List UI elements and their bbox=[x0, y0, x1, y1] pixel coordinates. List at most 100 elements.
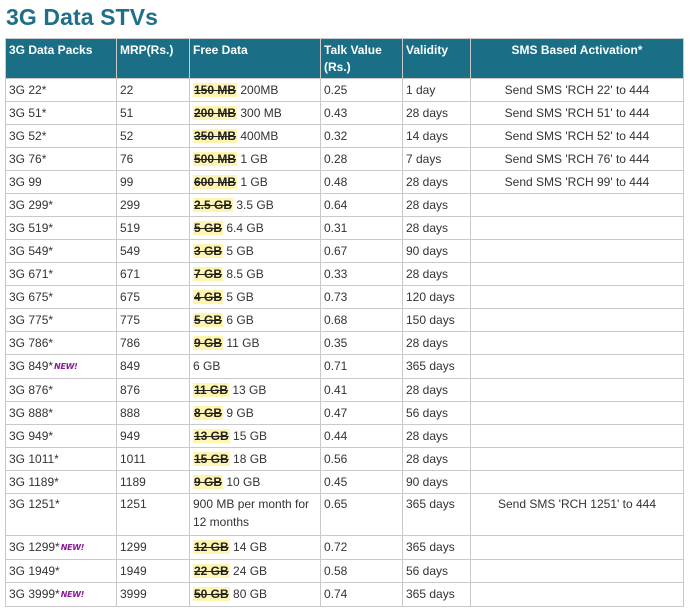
new-data: 5 GB bbox=[226, 290, 254, 304]
new-data: 15 GB bbox=[233, 429, 268, 443]
cell-mrp: 1299 bbox=[116, 535, 190, 560]
cell-pack: 3G 888* bbox=[5, 401, 117, 425]
cell-free-data: 200 MB 300 MB bbox=[189, 101, 321, 125]
pack-name: 3G 775* bbox=[9, 313, 54, 327]
new-data: 8.5 GB bbox=[226, 267, 264, 281]
pack-name: 3G 99 bbox=[9, 175, 42, 189]
old-data-strikethrough: 4 GB bbox=[193, 290, 224, 304]
cell-mrp: 1251 bbox=[116, 493, 190, 536]
cell-validity: 28 days bbox=[402, 331, 471, 355]
pack-name: 3G 3999* bbox=[9, 587, 60, 601]
pack-name: 3G 786* bbox=[9, 336, 54, 350]
old-data-strikethrough: 150 MB bbox=[193, 83, 238, 97]
cell-mrp: 51 bbox=[116, 101, 190, 125]
cell-pack: 3G 549* bbox=[5, 239, 117, 263]
cell-validity: 120 days bbox=[402, 285, 471, 309]
cell-validity: 28 days bbox=[402, 170, 471, 194]
cell-validity: 90 days bbox=[402, 470, 471, 494]
cell-mrp: 519 bbox=[116, 216, 190, 240]
cell-sms-activation: Send SMS 'RCH 1251' to 444 bbox=[470, 493, 684, 536]
cell-sms-activation bbox=[470, 401, 684, 425]
header-talk-value: Talk Value (Rs.) bbox=[320, 38, 403, 79]
cell-sms-activation bbox=[470, 535, 684, 560]
cell-pack: 3G 99 bbox=[5, 170, 117, 194]
cell-sms-activation bbox=[470, 216, 684, 240]
cell-validity: 56 days bbox=[402, 401, 471, 425]
cell-mrp: 3999 bbox=[116, 582, 190, 607]
table-row: 3G 3999*NEW! 3999 50 GB 80 GB 0.74 365 days bbox=[5, 582, 684, 607]
cell-sms-activation bbox=[470, 285, 684, 309]
cell-sms-activation bbox=[470, 424, 684, 448]
cell-sms-activation bbox=[470, 354, 684, 379]
cell-mrp: 671 bbox=[116, 262, 190, 286]
cell-free-data: 9 GB 11 GB bbox=[189, 331, 321, 355]
header-validity: Validity bbox=[402, 38, 471, 79]
cell-validity: 28 days bbox=[402, 101, 471, 125]
new-data: 6 GB bbox=[193, 359, 221, 373]
cell-mrp: 22 bbox=[116, 78, 190, 102]
table-row: 3G 1011* 1011 15 GB 18 GB 0.56 28 days bbox=[5, 447, 684, 471]
table-row: 3G 519* 519 5 GB 6.4 GB 0.31 28 days bbox=[5, 216, 684, 240]
pack-name: 3G 1011* bbox=[9, 452, 59, 466]
cell-free-data: 150 MB 200MB bbox=[189, 78, 321, 102]
cell-free-data: 6 GB bbox=[189, 354, 321, 379]
cell-pack: 3G 51* bbox=[5, 101, 117, 125]
cell-talk-value: 0.25 bbox=[320, 78, 403, 102]
cell-free-data: 50 GB 80 GB bbox=[189, 582, 321, 607]
cell-validity: 28 days bbox=[402, 447, 471, 471]
cell-sms-activation: Send SMS 'RCH 76' to 444 bbox=[470, 147, 684, 171]
table-row: 3G 775* 775 5 GB 6 GB 0.68 150 days bbox=[5, 308, 684, 332]
old-data-strikethrough: 350 MB bbox=[193, 129, 238, 143]
cell-talk-value: 0.31 bbox=[320, 216, 403, 240]
cell-free-data: 22 GB 24 GB bbox=[189, 559, 321, 583]
old-data-strikethrough: 9 GB bbox=[193, 336, 224, 350]
pack-name: 3G 1251* bbox=[9, 497, 60, 511]
cell-validity: 1 day bbox=[402, 78, 471, 102]
old-data-strikethrough: 7 GB bbox=[193, 267, 224, 281]
header-sms-activation: SMS Based Activation* bbox=[470, 38, 684, 79]
table-row: 3G 786* 786 9 GB 11 GB 0.35 28 days bbox=[5, 331, 684, 355]
cell-sms-activation bbox=[470, 331, 684, 355]
header-mrp: MRP(Rs.) bbox=[116, 38, 190, 79]
cell-talk-value: 0.47 bbox=[320, 401, 403, 425]
cell-pack: 3G 849*NEW! bbox=[5, 354, 117, 379]
cell-sms-activation: Send SMS 'RCH 22' to 444 bbox=[470, 78, 684, 102]
cell-pack: 3G 52* bbox=[5, 124, 117, 148]
pack-name: 3G 1949* bbox=[9, 564, 60, 578]
cell-validity: 150 days bbox=[402, 308, 471, 332]
cell-free-data: 900 MB per month for 12 months bbox=[189, 493, 321, 536]
cell-sms-activation bbox=[470, 193, 684, 217]
pack-name: 3G 849* bbox=[9, 359, 54, 373]
new-data: 11 GB bbox=[226, 336, 260, 350]
page-title: 3G Data STVs bbox=[6, 4, 159, 30]
cell-mrp: 1189 bbox=[116, 470, 190, 494]
cell-mrp: 299 bbox=[116, 193, 190, 217]
old-data-strikethrough: 11 GB bbox=[193, 383, 230, 397]
cell-mrp: 849 bbox=[116, 354, 190, 379]
cell-pack: 3G 1251* bbox=[5, 493, 117, 536]
cell-mrp: 52 bbox=[116, 124, 190, 148]
pack-name: 3G 1299* bbox=[9, 540, 60, 554]
old-data-strikethrough: 8 GB bbox=[193, 406, 224, 420]
data-stv-table: 3G Data Packs MRP(Rs.) Free Data Talk Va… bbox=[5, 38, 684, 607]
cell-free-data: 5 GB 6 GB bbox=[189, 308, 321, 332]
new-data: 1 GB bbox=[240, 152, 268, 166]
table-row: 3G 51* 51 200 MB 300 MB 0.43 28 days Send SMS… bbox=[5, 101, 684, 125]
cell-free-data: 11 GB 13 GB bbox=[189, 378, 321, 402]
cell-sms-activation bbox=[470, 582, 684, 607]
cell-pack: 3G 299* bbox=[5, 193, 117, 217]
cell-talk-value: 0.28 bbox=[320, 147, 403, 171]
table-row: 3G 675* 675 4 GB 5 GB 0.73 120 days bbox=[5, 285, 684, 309]
header-packs: 3G Data Packs bbox=[5, 38, 117, 79]
cell-sms-activation: Send SMS 'RCH 52' to 444 bbox=[470, 124, 684, 148]
table-header-row: 3G Data Packs MRP(Rs.) Free Data Talk Va… bbox=[5, 38, 684, 79]
new-badge: NEW! bbox=[60, 543, 85, 552]
new-data: 14 GB bbox=[233, 540, 268, 554]
cell-sms-activation bbox=[470, 262, 684, 286]
pack-name: 3G 671* bbox=[9, 267, 54, 281]
cell-pack: 3G 22* bbox=[5, 78, 117, 102]
cell-free-data: 9 GB 10 GB bbox=[189, 470, 321, 494]
cell-talk-value: 0.43 bbox=[320, 101, 403, 125]
old-data-strikethrough: 5 GB bbox=[193, 221, 224, 235]
old-data-strikethrough: 9 GB bbox=[193, 475, 224, 489]
